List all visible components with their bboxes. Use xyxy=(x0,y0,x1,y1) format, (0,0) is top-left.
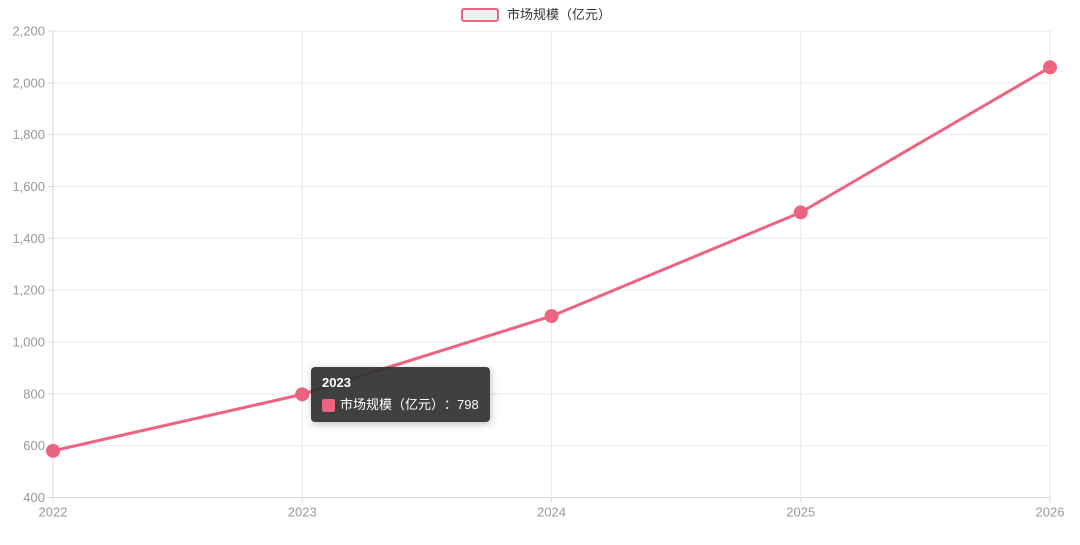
y-axis-label: 1,000 xyxy=(12,334,45,349)
x-axis-label: 2022 xyxy=(39,505,68,520)
y-axis-label: 1,200 xyxy=(12,283,45,298)
legend-swatch[interactable] xyxy=(461,8,499,22)
y-axis-label: 2,200 xyxy=(12,23,45,38)
legend[interactable]: 市场规模（亿元） xyxy=(461,6,611,24)
y-axis-label: 1,400 xyxy=(12,231,45,246)
data-point-2022[interactable] xyxy=(46,443,60,458)
y-axis-label: 600 xyxy=(23,438,45,453)
y-axis-label: 400 xyxy=(23,490,45,505)
y-axis-label: 2,000 xyxy=(12,75,45,90)
x-axis-label: 2025 xyxy=(786,505,815,520)
data-point-2023[interactable] xyxy=(295,387,310,402)
data-point-2025[interactable] xyxy=(793,205,808,220)
data-point-2026[interactable] xyxy=(1043,60,1057,75)
x-axis-label: 2026 xyxy=(1036,505,1065,520)
data-point-2024[interactable] xyxy=(544,309,559,324)
y-axis-label: 1,600 xyxy=(12,179,45,194)
y-axis-label: 800 xyxy=(23,386,45,401)
y-axis-label: 1,800 xyxy=(12,127,45,142)
x-axis-label: 2024 xyxy=(537,505,566,520)
x-axis-label: 2023 xyxy=(288,505,317,520)
legend-label[interactable]: 市场规模（亿元） xyxy=(507,7,612,22)
